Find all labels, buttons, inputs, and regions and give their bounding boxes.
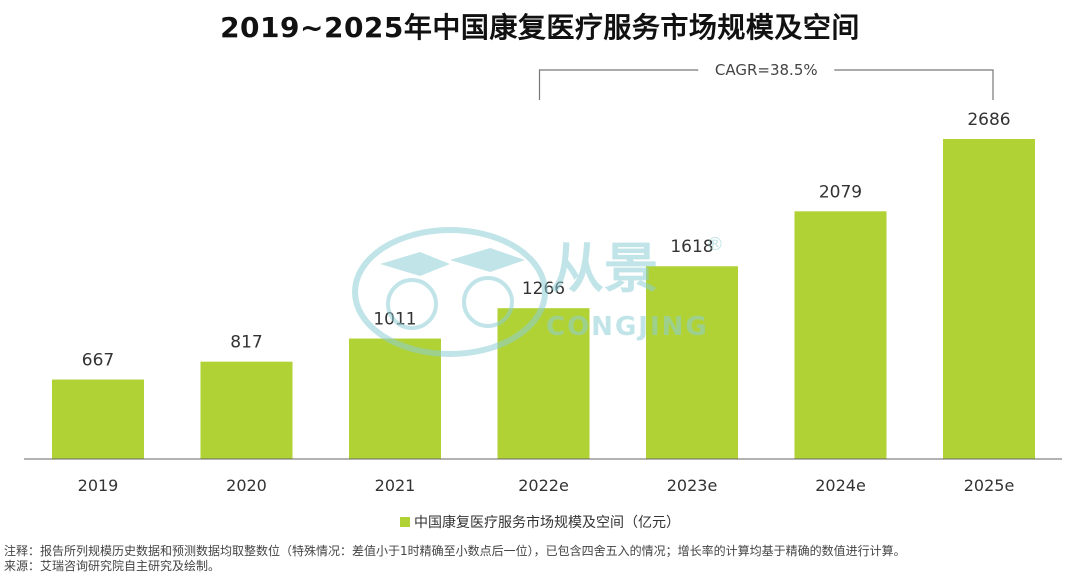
chart-title: 2019~2025年中国康复医疗服务市场规模及空间 xyxy=(220,11,860,44)
bar-2024e xyxy=(794,211,887,459)
footnote-source: 来源：艾瑞咨询研究院自主研究及绘制。 xyxy=(4,559,221,573)
legend-label: 中国康复医疗服务市场规模及空间（亿元） xyxy=(414,515,680,531)
legend: 中国康复医疗服务市场规模及空间（亿元） xyxy=(0,512,1080,532)
bar-2019 xyxy=(52,379,144,459)
cagr-label: CAGR=38.5% xyxy=(715,61,818,79)
bar-2025e xyxy=(943,139,1035,459)
x-tick-2020: 2020 xyxy=(226,476,267,495)
watermark-registered-mark: ® xyxy=(706,234,724,255)
bar-2020 xyxy=(200,361,293,459)
bars-layer xyxy=(52,139,1035,459)
x-tick-2024e: 2024e xyxy=(815,476,866,495)
value-label-2023e: 1618 xyxy=(670,237,713,257)
x-tick-2023e: 2023e xyxy=(667,476,718,495)
value-label-2025e: 2686 xyxy=(967,110,1010,130)
value-label-2020: 817 xyxy=(230,333,262,353)
footnote-note: 注释：报告所列规模历史数据和预测数据均取整数位（特殊情况：差值小于1时精确至小数… xyxy=(4,544,906,558)
cagr-bracket-right xyxy=(834,69,994,100)
x-tick-2025e: 2025e xyxy=(964,476,1015,495)
watermark: 从景 ® CONGJING xyxy=(350,222,730,362)
cagr-annotation: CAGR=38.5% xyxy=(538,61,994,100)
ticks-layer: 2019 2020 2021 2022e 2023e 2024e 2025e xyxy=(78,476,1015,495)
bar-2021 xyxy=(349,338,441,459)
watermark-cn-text: 从景 xyxy=(550,237,658,300)
watermark-en-text: CONGJING xyxy=(546,312,709,342)
value-label-2024e: 2079 xyxy=(819,182,862,202)
graduates-logo-icon xyxy=(352,227,548,357)
x-tick-2021: 2021 xyxy=(375,476,416,495)
bar-2022e xyxy=(497,308,590,459)
x-tick-2022e: 2022e xyxy=(518,476,569,495)
legend-swatch xyxy=(400,517,410,527)
x-tick-2019: 2019 xyxy=(78,476,119,495)
value-label-2019: 667 xyxy=(82,351,114,371)
cagr-bracket-left xyxy=(538,69,699,100)
bar-2023e xyxy=(646,266,738,459)
footnote: 注释：报告所列规模历史数据和预测数据均取整数位（特殊情况：差值小于1时精确至小数… xyxy=(4,544,906,574)
